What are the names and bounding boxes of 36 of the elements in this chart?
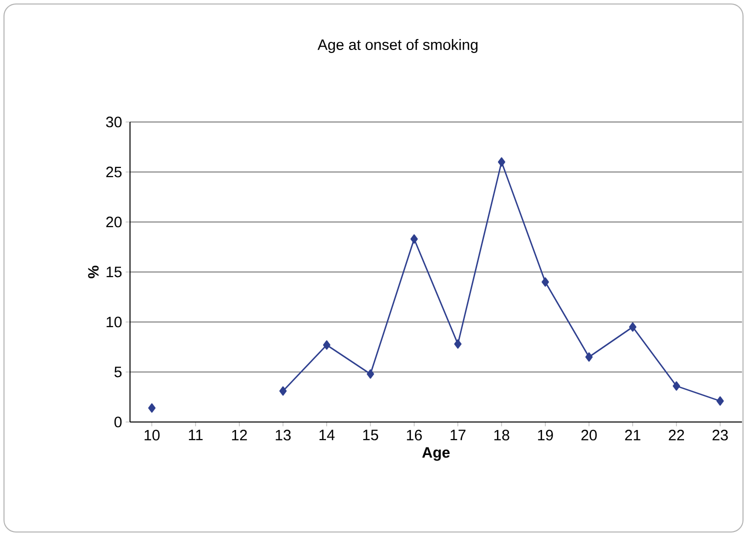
x-axis-title: Age: [422, 447, 450, 461]
point: [366, 369, 374, 379]
point: [323, 340, 330, 350]
x-tick-label: 18: [494, 430, 510, 440]
point: [542, 277, 549, 287]
x-tick-label: 19: [538, 430, 553, 440]
x-tick-label: 16: [406, 430, 422, 440]
point: [454, 339, 462, 349]
y-tick-label: 15: [106, 266, 122, 278]
point: [585, 352, 593, 362]
x-tick-label: 13: [276, 430, 291, 440]
x-tick-label: 11: [188, 430, 203, 440]
point: [410, 234, 418, 244]
x-tick-label: 23: [712, 430, 728, 440]
point: [279, 386, 287, 396]
x-tick-label: 12: [232, 430, 247, 440]
y-tick-label: 25: [106, 166, 122, 178]
x-tick-label: 21: [625, 430, 640, 440]
y-axis-title: %: [88, 266, 99, 278]
point: [148, 403, 156, 413]
x-tick-label: 17: [450, 430, 466, 440]
x-tick-label: 22: [668, 430, 684, 440]
chart-title: Age at onset of smoking: [318, 39, 478, 53]
point: [672, 381, 680, 391]
x-tick-label: 15: [363, 430, 378, 440]
point: [629, 322, 636, 332]
point: [716, 396, 724, 406]
y-tick-label: 0: [114, 416, 122, 428]
y-tick-label: 5: [114, 366, 122, 378]
x-tick-label: 20: [581, 430, 597, 440]
point: [498, 157, 506, 167]
y-tick-label: 10: [106, 316, 122, 328]
x-tick-label: 10: [144, 430, 160, 440]
y-tick-label: 30: [106, 116, 122, 128]
y-tick-label: 20: [106, 216, 122, 228]
x-tick-label: 14: [320, 430, 335, 440]
